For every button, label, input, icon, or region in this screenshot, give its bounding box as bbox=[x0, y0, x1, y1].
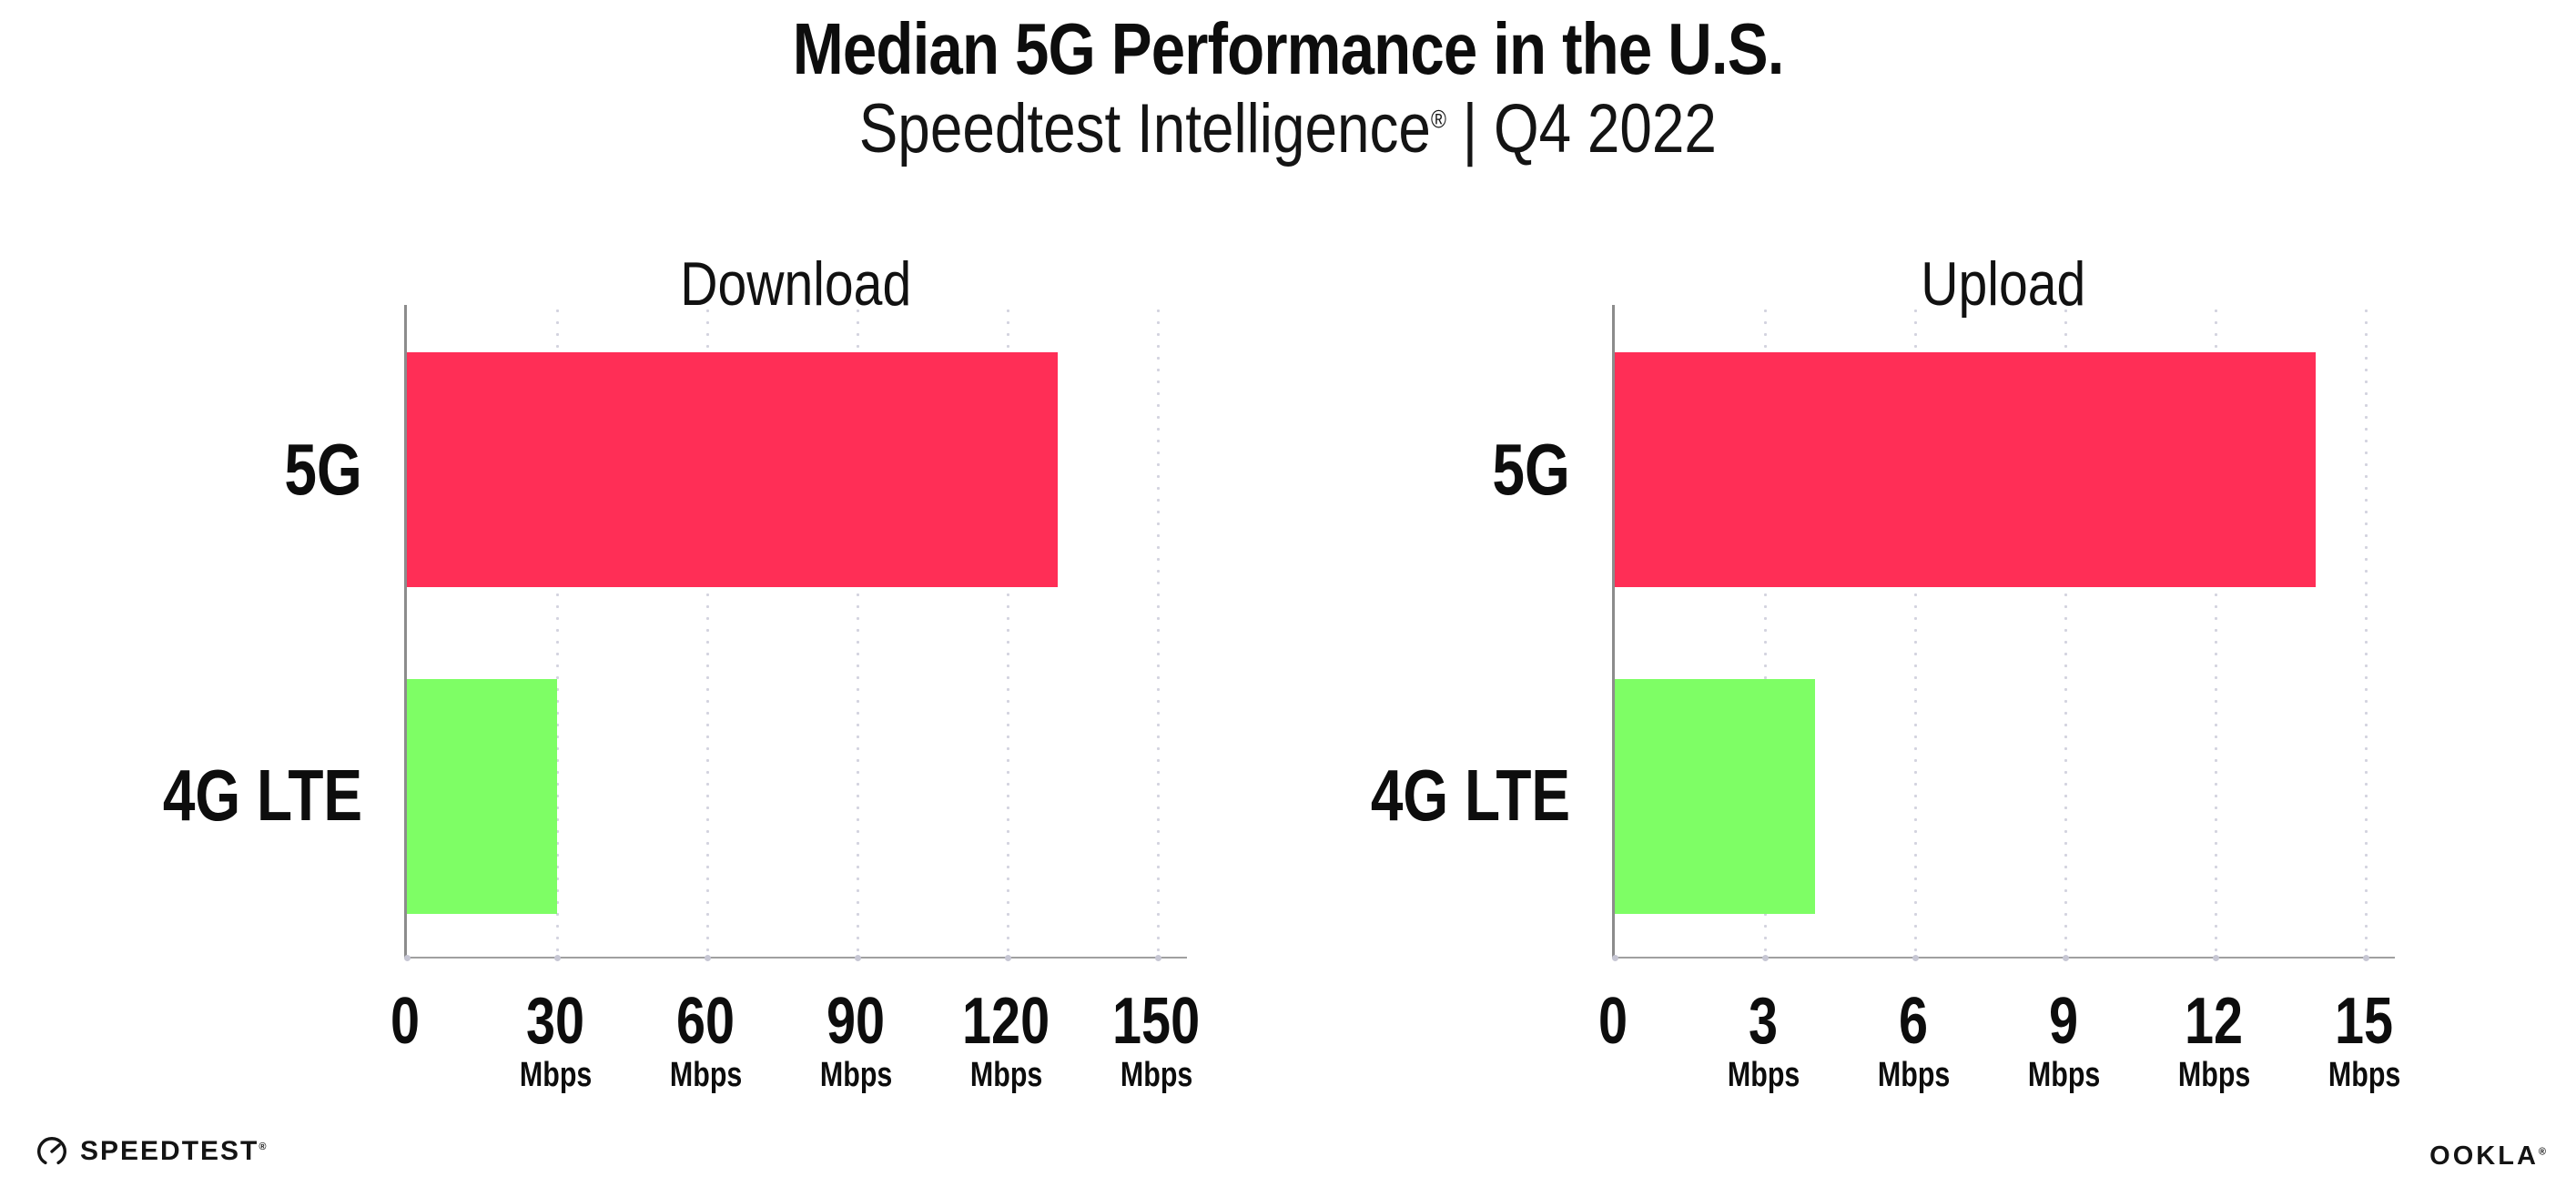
subtitle-brand: Speedtest Intelligence bbox=[858, 90, 1432, 167]
upload-chart: Upload 5G 4G LTE 0 3 Mbps 6 Mbps 9 Mbps 12 Mbps 15 M… bbox=[1371, 228, 2400, 1101]
registered-trademark-icon: ® bbox=[1431, 105, 1447, 134]
x-tick-unit: Mbps bbox=[969, 1056, 1043, 1094]
axis-tick-mark bbox=[2212, 955, 2219, 961]
axis-tick-mark bbox=[2062, 955, 2069, 961]
upload-plot-area bbox=[1611, 305, 2395, 961]
speedtest-registered-icon: ® bbox=[259, 1141, 269, 1152]
axis-tick-mark bbox=[553, 955, 561, 961]
subtitle-period: | Q4 2022 bbox=[1446, 90, 1718, 167]
axis-tick-mark bbox=[1004, 955, 1011, 961]
x-tick-unit: Mbps bbox=[1877, 1056, 1951, 1094]
gridline bbox=[2214, 305, 2217, 957]
x-tick-unit: Mbps bbox=[1120, 1056, 1193, 1094]
x-tick-label: 9 bbox=[2049, 985, 2079, 1058]
page-title: Median 5G Performance in the U.S. bbox=[0, 11, 2576, 87]
axis-tick-mark bbox=[1761, 955, 1769, 961]
download-chart: Download 5G 4G LTE 0 30 Mbps 60 Mbps 90 Mbps 120 M… bbox=[163, 228, 1201, 1101]
download-chart-title: Download bbox=[679, 249, 912, 319]
gridline bbox=[856, 305, 859, 957]
x-tick-unit: Mbps bbox=[2177, 1056, 2251, 1094]
ookla-registered-icon: ® bbox=[2538, 1146, 2549, 1158]
axis-tick-mark bbox=[1154, 955, 1161, 961]
page-title-text: Median 5G Performance in the U.S. bbox=[792, 8, 1785, 89]
ookla-logo: OOKLA® bbox=[2429, 1143, 2549, 1170]
category-label-4g-lte: 4G LTE bbox=[1370, 755, 1570, 836]
x-tick-label: 150 bbox=[1112, 985, 1201, 1058]
speedtest-gauge-icon bbox=[37, 1137, 66, 1165]
axis-tick-mark bbox=[704, 955, 711, 961]
x-tick-unit: Mbps bbox=[1727, 1056, 1800, 1094]
gridline bbox=[1006, 305, 1009, 957]
axis-tick-mark bbox=[403, 955, 411, 961]
x-tick-unit: Mbps bbox=[669, 1056, 743, 1094]
category-label-5g: 5G bbox=[284, 429, 362, 510]
bar-4g-lte bbox=[1615, 679, 1815, 914]
x-tick-label: 3 bbox=[1749, 985, 1779, 1058]
x-tick-label: 0 bbox=[1598, 985, 1628, 1058]
speedtest-wordmark: SPEEDTEST® bbox=[80, 1136, 269, 1166]
gridline bbox=[1763, 305, 1767, 957]
x-tick-label: 120 bbox=[962, 985, 1050, 1058]
bar-5g bbox=[1615, 352, 2316, 587]
download-plot-area bbox=[403, 305, 1187, 961]
bar-4g-lte bbox=[407, 679, 557, 914]
axis-tick-mark bbox=[1912, 955, 1919, 961]
gridline bbox=[2064, 305, 2067, 957]
x-tick-unit: Mbps bbox=[819, 1056, 893, 1094]
ookla-wordmark: OOKLA® bbox=[2429, 1141, 2549, 1171]
gridline bbox=[1156, 305, 1160, 957]
x-tick-label: 30 bbox=[526, 985, 585, 1058]
axis-tick-mark bbox=[1611, 955, 1618, 961]
x-tick-unit: Mbps bbox=[519, 1056, 593, 1094]
gridline bbox=[2364, 305, 2368, 957]
gridline bbox=[1913, 305, 1917, 957]
x-tick-label: 90 bbox=[827, 985, 886, 1058]
category-label-4g-lte: 4G LTE bbox=[162, 755, 362, 836]
bar-5g bbox=[407, 352, 1058, 587]
x-tick-label: 0 bbox=[390, 985, 421, 1058]
axis-tick-mark bbox=[2362, 955, 2369, 961]
page-subtitle: Speedtest Intelligence® | Q4 2022 bbox=[0, 93, 2576, 166]
axis-tick-mark bbox=[854, 955, 861, 961]
x-tick-unit: Mbps bbox=[2328, 1056, 2401, 1094]
x-tick-label: 15 bbox=[2335, 985, 2394, 1058]
speedtest-logo: SPEEDTEST® bbox=[35, 1134, 268, 1169]
x-tick-label: 60 bbox=[676, 985, 735, 1058]
upload-chart-title: Upload bbox=[1921, 249, 2086, 319]
gridline bbox=[555, 305, 559, 957]
gridline bbox=[705, 305, 709, 957]
x-tick-unit: Mbps bbox=[2027, 1056, 2101, 1094]
x-tick-label: 6 bbox=[1899, 985, 1929, 1058]
x-tick-label: 12 bbox=[2185, 985, 2244, 1058]
category-label-5g: 5G bbox=[1492, 429, 1570, 510]
